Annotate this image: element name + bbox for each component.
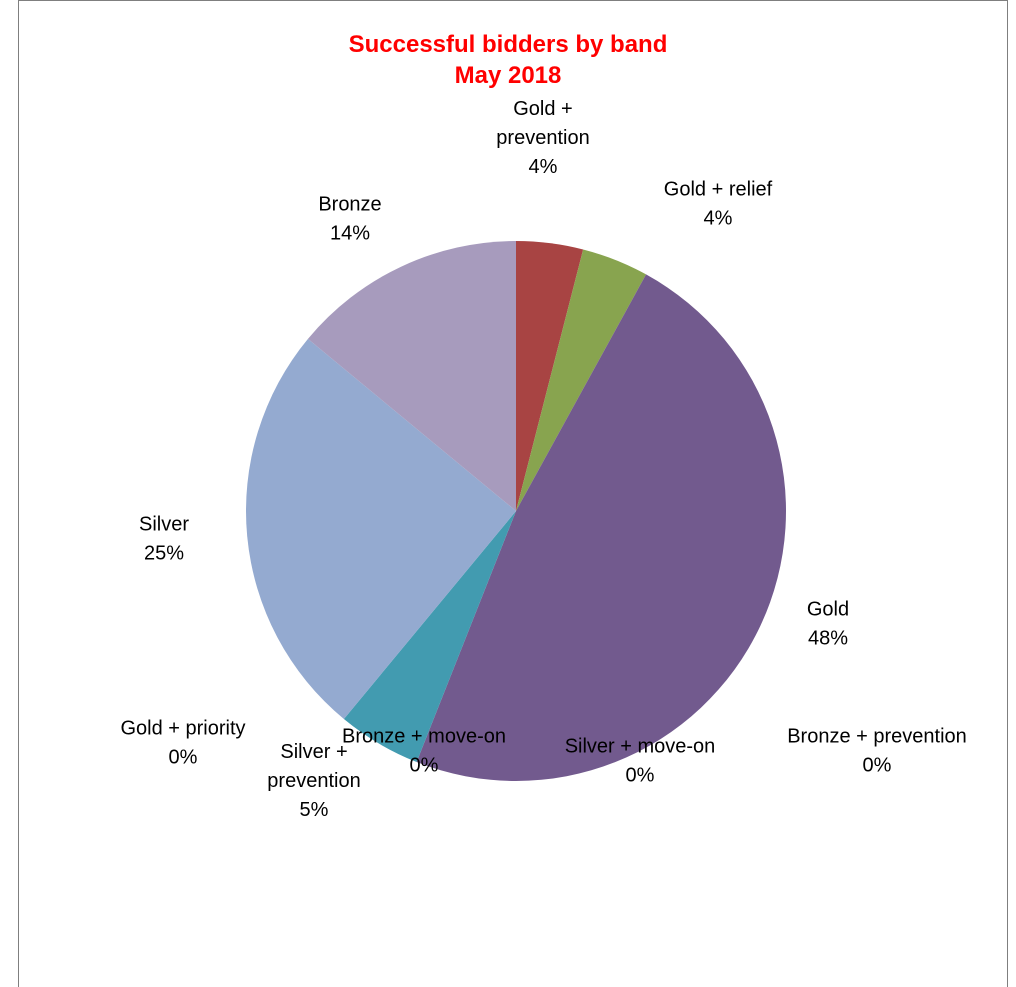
- slice-label: Bronze + move-on 0%: [342, 726, 506, 777]
- pie-slice: [245, 338, 516, 720]
- slice-label: Bronze 14%: [318, 194, 381, 245]
- pie-slices: [245, 240, 786, 781]
- slice-label: Silver + prevention 5%: [267, 741, 360, 821]
- pie-slice: [516, 241, 584, 511]
- slice-label: Gold + prevention 4%: [496, 98, 589, 178]
- data-labels: Gold + prevention 4% Gold + relief 4% Gold 48%…: [120, 98, 966, 821]
- pie-slice: [516, 249, 647, 511]
- chart-subtitle: May 2018: [455, 62, 562, 89]
- pie-slice: [343, 511, 516, 763]
- chart-frame: [18, 0, 1008, 987]
- slice-label: Silver + move-on 0%: [565, 736, 716, 787]
- pie-slice: [307, 240, 516, 511]
- slice-label: Gold + relief 4%: [664, 179, 773, 230]
- slice-label: Gold + priority 0%: [120, 718, 245, 769]
- chart-title: Successful bidders by band: [349, 31, 668, 58]
- slice-label: Gold 48%: [807, 599, 849, 650]
- slice-label: Bronze + prevention 0%: [787, 726, 967, 777]
- slice-label: Silver 25%: [139, 514, 189, 565]
- pie-slice: [416, 274, 786, 781]
